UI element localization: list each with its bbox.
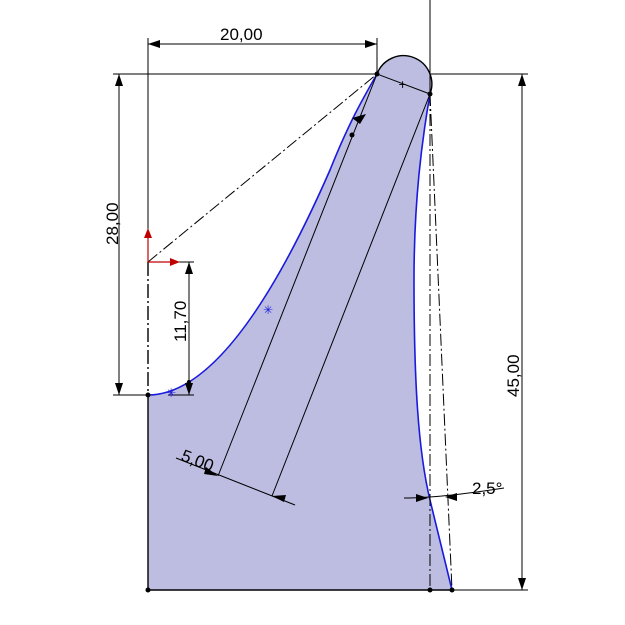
offset-line-right — [271, 93, 431, 497]
angle-arrow-left — [416, 494, 428, 502]
inner-height-label[interactable]: 11,70 — [171, 301, 190, 342]
top-dim-arrow-left — [148, 40, 160, 48]
point-spline-upper[interactable] — [349, 132, 355, 138]
spline-point-marker-icon[interactable]: ✳ — [263, 303, 273, 317]
right-spline[interactable] — [413, 93, 453, 591]
point-bottom-right[interactable] — [449, 587, 455, 593]
point-inner-bottom[interactable] — [187, 380, 191, 384]
left-dim-arrow-bottom — [115, 383, 123, 395]
left-height-label[interactable]: 28,00 — [103, 202, 122, 245]
left-dim-arrow-top — [115, 74, 123, 86]
right-dim-arrow-top — [518, 74, 526, 86]
angle-dim-arc — [403, 487, 505, 499]
construction-line-angle[interactable] — [429, 93, 453, 591]
arc-center-marker-icon[interactable]: + — [398, 78, 407, 91]
right-dim-arrow-bottom — [518, 578, 526, 590]
angle-label[interactable]: 2,5° — [472, 479, 502, 498]
point-arc-start[interactable] — [374, 71, 380, 77]
right-height-label[interactable]: 45,00 — [504, 354, 523, 397]
construction-line-top[interactable] — [147, 73, 378, 263]
offset-arrow-left — [204, 467, 218, 476]
point-bottom-mid[interactable] — [427, 587, 433, 593]
inner-dim-arrow-top — [185, 262, 193, 274]
origin-x-arrow-icon — [170, 258, 180, 266]
offset-line-left — [217, 73, 378, 477]
point-bottom-left[interactable] — [145, 587, 151, 593]
point-left-bottom[interactable] — [145, 392, 151, 398]
origin-y-arrow-icon — [144, 228, 152, 238]
offset-arrow-right — [272, 495, 286, 502]
top-arc[interactable] — [376, 54, 433, 95]
tangent-line — [376, 73, 431, 95]
sketch-region[interactable] — [148, 55, 452, 591]
spline-point-marker-low-icon[interactable]: ✳ — [166, 386, 176, 400]
top-dim-arrow-right — [365, 40, 377, 48]
inner-dim-arrow-bottom — [185, 383, 193, 395]
top-width-label[interactable]: 20,00 — [220, 25, 263, 44]
angle-arrow-right — [445, 493, 457, 501]
spline-handle-icon[interactable] — [352, 114, 366, 124]
point-arc-end[interactable] — [427, 91, 433, 97]
